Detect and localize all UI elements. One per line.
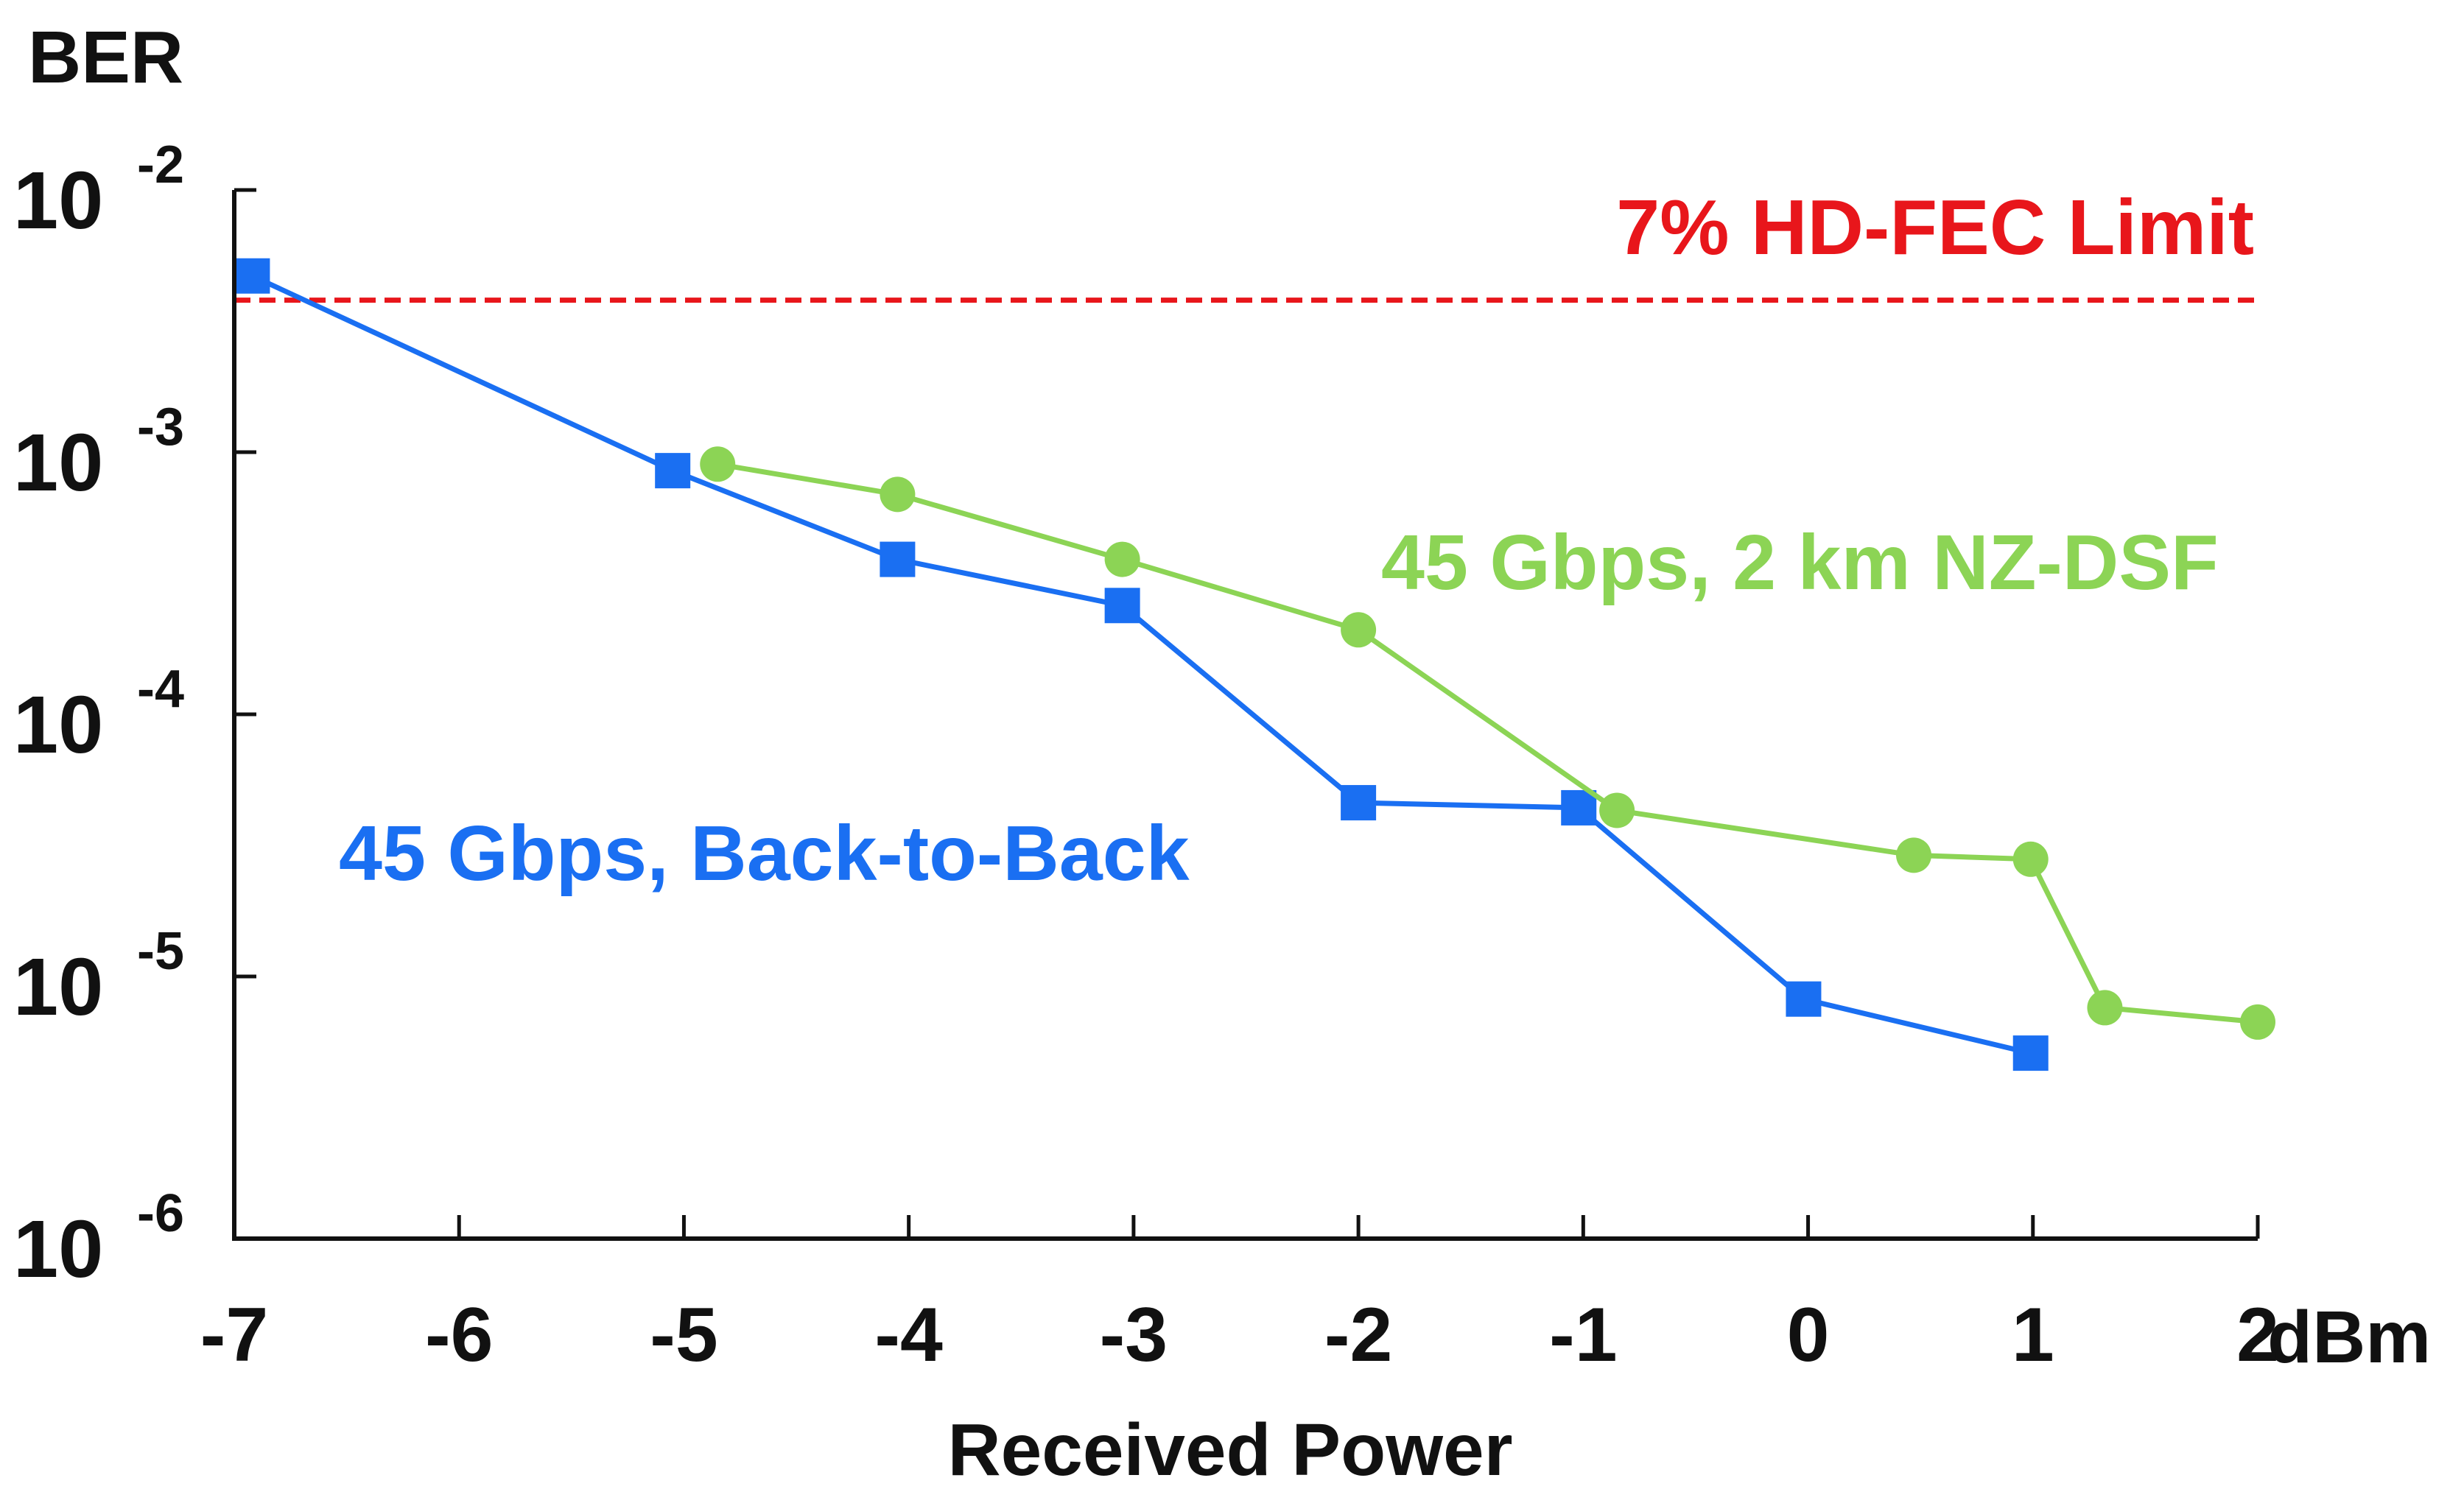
y-tick-exponent: -5 (137, 922, 184, 981)
y-tick-label: 10 (13, 680, 103, 770)
data-point-circle (2087, 990, 2123, 1026)
x-axis-unit: dBm (2267, 1296, 2431, 1379)
series-line-0 (250, 273, 2032, 1056)
data-point-square (1341, 785, 1377, 821)
data-point-square (2012, 1035, 2049, 1071)
data-point-circle (880, 476, 916, 513)
plot-area (234, 258, 2275, 1071)
x-tick-label: 1 (2012, 1292, 2054, 1378)
data-point-circle (2240, 1004, 2275, 1040)
x-tick-label: -4 (874, 1292, 943, 1378)
data-point-square (655, 453, 691, 489)
y-tick-label: 10 (13, 155, 103, 246)
series-label-nz-dsf: 45 Gbps, 2 km NZ-DSF (1381, 519, 2219, 606)
x-axis-title: Received Power (947, 1409, 1512, 1489)
x-tick-label: 2 (2236, 1292, 2279, 1378)
data-point-square (880, 541, 916, 577)
y-tick-exponent: -2 (137, 135, 184, 194)
data-point-circle (1599, 792, 1635, 828)
data-point-square (1104, 588, 1140, 624)
y-axis-title: BER (28, 16, 183, 99)
x-tick-label: -2 (1324, 1292, 1392, 1378)
y-tick-exponent: -4 (137, 660, 184, 719)
y-tick-exponent: -3 (137, 398, 184, 457)
data-point-circle (1104, 541, 1140, 577)
data-point-square (1786, 981, 1822, 1017)
x-tick-label: 0 (1787, 1292, 1830, 1378)
data-point-circle (1896, 837, 1932, 873)
y-tick-label: 10 (13, 942, 103, 1032)
data-point-circle (700, 446, 736, 482)
data-point-square (234, 258, 270, 294)
x-tick-label: -6 (425, 1292, 493, 1378)
x-tick-label: -3 (1100, 1292, 1168, 1378)
x-tick-label: -1 (1549, 1292, 1617, 1378)
data-point-square (1561, 789, 1597, 826)
labels: BER Received Power dBm 7% HD-FEC Limit 4… (13, 16, 2431, 1489)
y-tick-label: 10 (13, 418, 103, 508)
data-point-circle (2012, 841, 2049, 877)
series-label-back-to-back: 45 Gbps, Back-to-Back (339, 810, 1190, 897)
fec-limit-label: 7% HD-FEC Limit (1616, 184, 2254, 271)
y-tick-exponent: -6 (137, 1184, 184, 1243)
data-point-circle (1341, 612, 1377, 648)
x-tick-label: -7 (200, 1292, 268, 1378)
x-tick-label: -5 (650, 1292, 717, 1378)
axes (232, 188, 2260, 1241)
y-tick-label: 10 (13, 1204, 103, 1295)
